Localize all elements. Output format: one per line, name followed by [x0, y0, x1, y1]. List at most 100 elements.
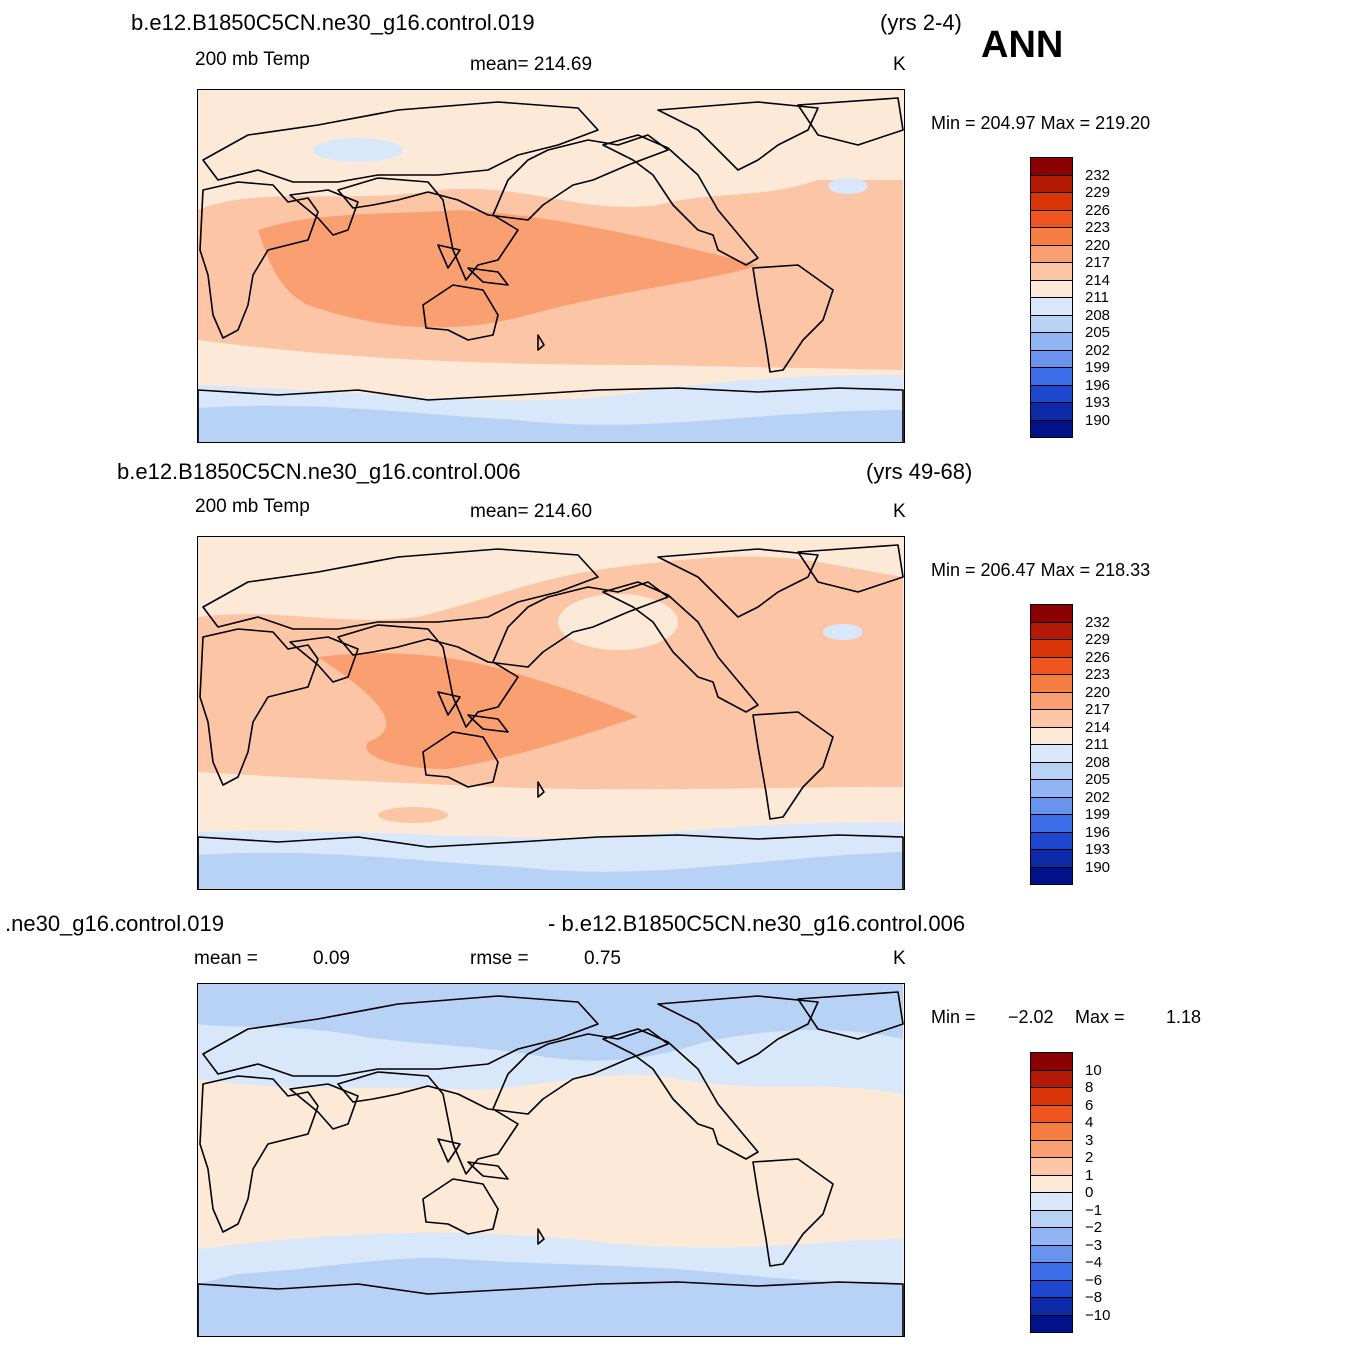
colorbar-level-label: 205 — [1085, 324, 1111, 341]
colorbar-swatch — [1030, 1279, 1073, 1298]
colorbar-level-label: −10 — [1085, 1306, 1111, 1324]
field-208-band — [198, 852, 903, 889]
colorbar-swatch — [1030, 604, 1073, 623]
colorbar-level-label: 196 — [1085, 823, 1111, 841]
panel1-case-title: b.e12.B1850C5CN.ne30_g16.control.019 — [131, 10, 535, 35]
colorbar-swatch — [1030, 744, 1073, 763]
panel3-mean-label: mean = — [194, 948, 258, 969]
panel3-max-value: 1.18 — [1166, 1007, 1202, 1027]
panel2-map — [197, 536, 905, 890]
panel2-units: K — [893, 501, 906, 522]
colorbar-swatch — [1030, 262, 1073, 281]
coastline — [437, 1138, 461, 1163]
panel2-minmax: Min = 206.47 Max = 218.33 — [931, 560, 1151, 580]
colorbar-level-label: 229 — [1085, 631, 1111, 648]
colorbar-swatch — [1030, 419, 1073, 438]
colorbar-swatch — [1030, 814, 1073, 833]
coastline — [289, 1083, 359, 1130]
colorbar-swatch — [1030, 831, 1073, 850]
colorbar-swatch — [1030, 1244, 1073, 1263]
colorbar-swatch — [1030, 709, 1073, 728]
coastline — [422, 1178, 499, 1235]
field-220 — [318, 653, 638, 769]
field-cool-patch — [823, 624, 863, 640]
coastline — [657, 548, 819, 618]
panel2-colorbar: 232 229 226 223 220 217 214 211 208 205 202 199 196 1… — [1030, 604, 1110, 885]
colorbar-swatch — [1030, 691, 1073, 710]
coastline — [337, 1028, 669, 1175]
panel3-min-label: Min = — [931, 1007, 976, 1027]
coastline — [289, 189, 359, 236]
coastline — [199, 1075, 319, 1233]
colorbar-swatch — [1030, 1314, 1073, 1333]
colorbar-swatch — [1030, 1139, 1073, 1158]
colorbar-swatch — [1030, 796, 1073, 815]
colorbar-level-label: 4 — [1085, 1114, 1094, 1131]
panel3-rmse-label: rmse = — [470, 948, 529, 969]
field-214-band — [198, 340, 903, 390]
coastline — [202, 548, 599, 630]
colorbar-level-label: 223 — [1085, 666, 1111, 683]
coastline — [199, 181, 319, 339]
panel1-mean: mean= 214.69 — [470, 54, 593, 75]
colorbar-swatch — [1030, 1087, 1073, 1106]
panel3-rmse-value: 0.75 — [584, 948, 621, 969]
colorbar-level-label: 226 — [1085, 648, 1111, 666]
colorbar-level-label: 211 — [1085, 736, 1109, 753]
colorbar-swatch — [1030, 349, 1073, 368]
coastline — [602, 1028, 759, 1160]
colorbar-level-label: 193 — [1085, 394, 1111, 411]
coastline — [437, 691, 461, 716]
colorbar-level-label: 220 — [1085, 236, 1111, 254]
colorbar-level-label: 6 — [1085, 1096, 1094, 1114]
coastline — [602, 134, 759, 266]
field-220 — [258, 210, 758, 328]
field-217 — [198, 556, 903, 790]
colorbar-swatch — [1030, 227, 1073, 246]
colorbar-level-label: 217 — [1085, 701, 1111, 718]
field-cool-patch — [313, 138, 403, 162]
colorbar-level-label: 211 — [1085, 289, 1109, 306]
panel3-min-value: −2.02 — [1008, 1007, 1054, 1027]
coastline — [202, 995, 599, 1077]
coastline — [657, 995, 819, 1065]
coastline — [289, 636, 359, 683]
field-cool-patch — [828, 178, 868, 194]
panel2-mean: mean= 214.60 — [470, 501, 593, 522]
colorbar-swatch — [1030, 402, 1073, 421]
colorbar-swatch — [1030, 1297, 1073, 1316]
coastline — [199, 628, 319, 786]
panel1-colorbar: 232 229 226 223 220 217 214 211 208 205 202 199 196 1… — [1030, 157, 1110, 438]
panel3-case-subtracted: - b.e12.B1850C5CN.ne30_g16.control.006 — [548, 911, 966, 936]
coastline — [602, 581, 759, 713]
colorbar-level-label: 1 — [1085, 1166, 1094, 1184]
coastline — [537, 781, 545, 798]
colorbar-level-label: 232 — [1085, 613, 1111, 631]
colorbar-level-label: 205 — [1085, 771, 1111, 788]
panel1-years: (yrs 2-4) — [880, 10, 962, 35]
colorbar-swatch — [1030, 866, 1073, 885]
coastline — [467, 1161, 509, 1180]
coastline — [467, 267, 509, 286]
coastline — [422, 731, 499, 788]
colorbar-swatch — [1030, 1104, 1073, 1123]
colorbar-swatch — [1030, 639, 1073, 658]
panel1-variable: 200 mb Temp — [195, 49, 310, 70]
colorbar-level-label: 220 — [1085, 683, 1111, 701]
colorbar-swatch — [1030, 849, 1073, 868]
coastline — [198, 1281, 904, 1336]
coastline — [752, 1158, 834, 1267]
colorbar-swatch — [1030, 761, 1073, 780]
colorbar-swatch — [1030, 174, 1073, 193]
colorbar-level-label: 202 — [1085, 788, 1111, 806]
coastline — [797, 544, 904, 593]
colorbar-level-label: 190 — [1085, 411, 1111, 429]
colorbar-level-label: 232 — [1085, 166, 1111, 184]
panel2-variable: 200 mb Temp — [195, 496, 310, 517]
colorbar-level-label: 208 — [1085, 306, 1111, 324]
colorbar-swatch — [1030, 1069, 1073, 1088]
colorbar-swatch — [1030, 244, 1073, 263]
coastline — [797, 991, 904, 1040]
field-214-patch — [558, 594, 678, 650]
field-208-band — [198, 405, 903, 442]
